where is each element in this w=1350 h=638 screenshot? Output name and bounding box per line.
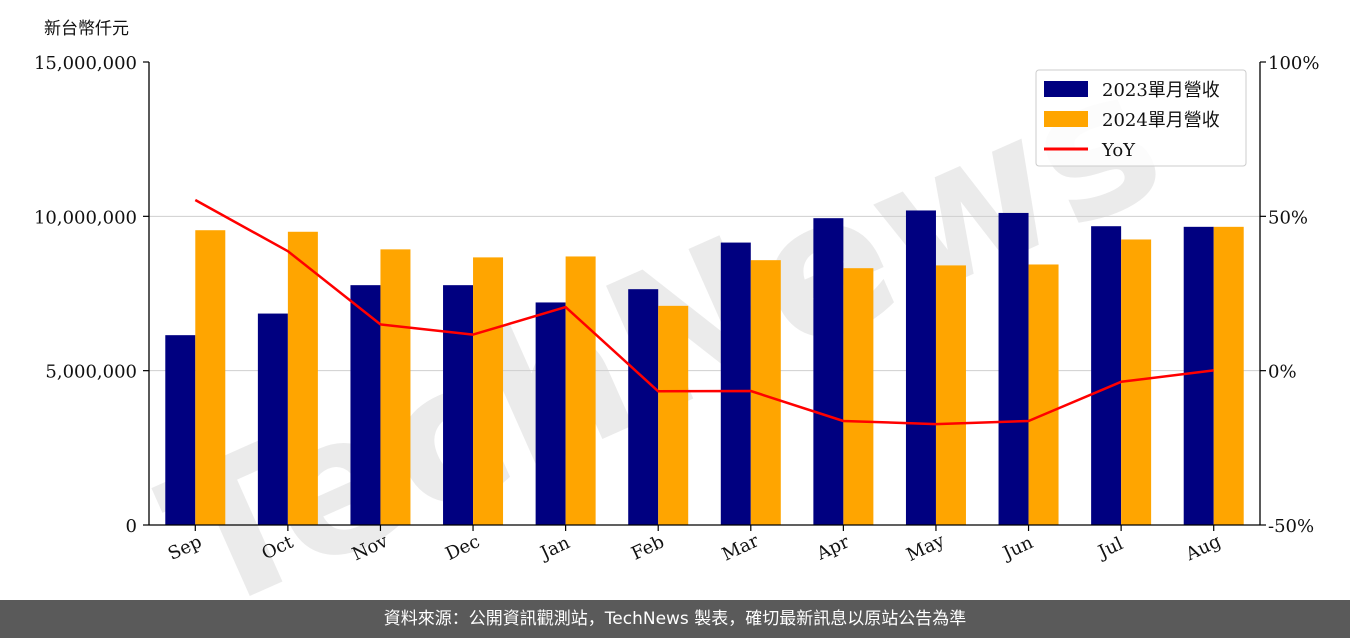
bar-2023-jun: [998, 212, 1029, 526]
legend-label: YoY: [1101, 140, 1136, 161]
y-right-tick-label: -50%: [1268, 516, 1314, 537]
bar-2024-nov: [380, 249, 411, 526]
bar-2023-nov: [350, 285, 381, 525]
bar-series: [165, 210, 1244, 526]
y-left-tick-label: 15,000,000: [34, 53, 137, 74]
bar-2024-dec: [473, 257, 504, 525]
y-left-tick-label: 10,000,000: [34, 207, 137, 228]
bar-2023-mar: [720, 242, 751, 525]
legend-label: 2023單月營收: [1102, 80, 1220, 101]
bar-2023-aug: [1183, 226, 1214, 525]
legend: 2023單月營收 2024單月營收 YoY: [1035, 69, 1247, 167]
x-tick-label: Mar: [719, 530, 762, 565]
legend-swatch: [1044, 111, 1088, 127]
x-tick-label: May: [903, 530, 948, 566]
yoy-line-series: [194, 198, 1214, 426]
y-axis-unit-label: 新台幣仟元: [44, 19, 129, 39]
x-tick-label: Aug: [1182, 531, 1225, 566]
legend-swatch: [1044, 81, 1088, 97]
bar-2024-jan: [565, 256, 596, 525]
revenue-chart: TechNews 05,000,00010,000,00015,000,000-…: [34, 24, 1320, 600]
source-footer: 資料來源：公開資訊觀測站，TechNews 製表，確切最新訊息以原站公告為準: [0, 600, 1350, 638]
y-left-tick-label: 5,000,000: [45, 362, 137, 383]
y-right-tick-label: 50%: [1268, 207, 1308, 228]
y-right-tick-label: 0%: [1268, 362, 1297, 383]
bar-2023-apr: [813, 218, 844, 525]
bar-2023-feb: [628, 289, 659, 525]
bar-2023-dec: [443, 285, 474, 525]
x-tick-label: Jul: [1093, 533, 1126, 563]
x-tick-label: Feb: [628, 531, 667, 564]
y-left-tick-label: 0: [126, 516, 137, 537]
bar-2023-sep: [165, 335, 196, 525]
legend-label: 2024單月營收: [1102, 110, 1220, 131]
bar-2023-may: [905, 210, 936, 525]
bar-2024-jun: [1028, 264, 1059, 525]
yoy-line: [194, 198, 1214, 426]
bar-2024-sep: [195, 230, 226, 525]
x-tick-label: Jun: [998, 532, 1037, 565]
y-right-tick-label: 100%: [1268, 53, 1319, 74]
bar-2024-oct: [287, 231, 318, 525]
bar-2024-may: [935, 265, 966, 525]
bar-2023-oct: [257, 313, 288, 525]
gridlines: [149, 215, 1260, 372]
x-tick-label: Jan: [536, 532, 574, 565]
x-tick-label: Apr: [813, 531, 853, 565]
bar-2023-jan: [535, 302, 566, 525]
legend-box: [1035, 69, 1247, 167]
bar-2024-feb: [658, 305, 689, 525]
bar-2024-aug: [1213, 226, 1244, 525]
bar-2023-jul: [1091, 226, 1122, 525]
bar-2024-apr: [843, 268, 874, 525]
